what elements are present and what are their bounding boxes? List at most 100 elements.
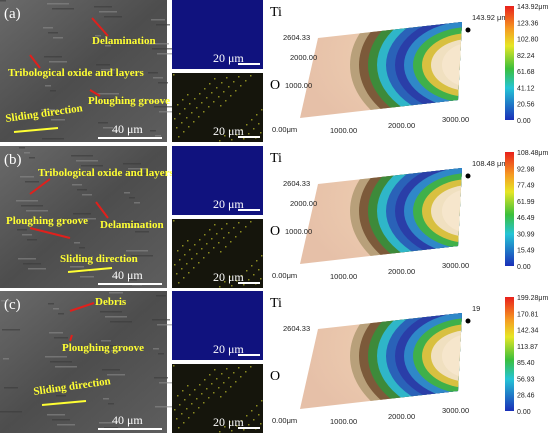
speck [238, 76, 240, 78]
speck [176, 418, 178, 420]
speck [243, 284, 245, 286]
colorbar-label: 143.92μm [517, 4, 548, 11]
speck [219, 431, 221, 433]
speck [179, 259, 181, 261]
scale-label: 20 μm [213, 197, 244, 211]
speck [178, 427, 180, 429]
texture [103, 127, 113, 129]
scale-label: 40 μm [112, 413, 143, 427]
texture [20, 176, 34, 178]
track-center [442, 43, 462, 87]
panel: (a) Delamination Tribological oxide and la… [0, 0, 548, 142]
colorbar-label: 46.49 [517, 215, 535, 222]
eds-map [172, 73, 263, 142]
arrow [95, 201, 109, 219]
speck [176, 127, 178, 129]
colorbar-label: 28.46 [517, 393, 535, 400]
scale-label: 20 μm [213, 415, 244, 429]
x-axis-label: 1000.00 [330, 126, 357, 135]
arrow [91, 17, 109, 37]
speck [260, 278, 262, 280]
speck [251, 410, 253, 412]
speck [194, 389, 196, 391]
speck [256, 405, 258, 407]
scale-label: 20 μm [213, 124, 244, 138]
texture [159, 111, 177, 113]
speck [216, 87, 218, 89]
eds-map [172, 364, 263, 433]
texture [153, 348, 159, 350]
speck [183, 131, 185, 133]
texture [102, 98, 124, 100]
speck [181, 413, 183, 415]
speck [204, 234, 206, 236]
texture [44, 56, 62, 58]
texture [125, 221, 139, 223]
colorbar-label: 0.00 [517, 264, 531, 271]
speck [258, 269, 260, 271]
speck [235, 90, 237, 92]
texture [22, 234, 32, 236]
texture [76, 160, 98, 162]
texture [107, 374, 125, 376]
speck [246, 124, 248, 126]
speck [187, 240, 189, 242]
texture [124, 192, 130, 194]
speck [186, 408, 188, 410]
texture [55, 366, 77, 368]
texture [45, 85, 51, 87]
colorbar [505, 297, 514, 411]
speck [181, 268, 183, 270]
speck [253, 128, 255, 130]
speck [230, 386, 232, 388]
annotation: Ploughing groove [6, 215, 88, 227]
texture [47, 414, 65, 416]
speck [246, 415, 248, 417]
texture [0, 411, 22, 413]
annotation: Ploughing groove [88, 95, 170, 107]
texture [101, 340, 111, 342]
speck [228, 377, 230, 379]
x-axis-label: 1000.00 [330, 417, 357, 426]
texture [45, 356, 67, 358]
speck [196, 398, 198, 400]
x-axis-label: 0.00μm [272, 271, 297, 280]
speck [188, 417, 190, 419]
texture [74, 242, 80, 244]
y-axis-label: 2604.33 [283, 324, 310, 333]
speck [241, 420, 243, 422]
texture [96, 64, 110, 66]
speck [201, 248, 203, 250]
element-label: O [270, 369, 280, 384]
texture [103, 398, 109, 400]
eds-map [172, 219, 263, 288]
texture [48, 303, 54, 305]
speck [209, 83, 211, 85]
peak-label: 19 [472, 304, 480, 313]
speck [229, 421, 231, 423]
panel: (b) Tribological oxide and layers Ploughin… [0, 146, 548, 288]
speck [178, 136, 180, 138]
peak-dot [465, 318, 471, 324]
speck [218, 387, 220, 389]
speck [256, 260, 258, 262]
speck [174, 118, 176, 120]
speck [220, 251, 222, 253]
texture [43, 27, 53, 29]
speck [258, 414, 260, 416]
texture [150, 130, 156, 132]
texture [46, 385, 56, 387]
texture [72, 184, 82, 186]
speck [174, 264, 176, 266]
texture [100, 40, 106, 42]
speck [181, 122, 183, 124]
texture [51, 119, 65, 121]
speck [240, 376, 242, 378]
texture [47, 3, 69, 5]
speck [182, 390, 184, 392]
texture [104, 427, 118, 429]
speck [256, 114, 258, 116]
speck [184, 254, 186, 256]
annotation: Delamination [92, 35, 156, 47]
texture [50, 361, 72, 363]
